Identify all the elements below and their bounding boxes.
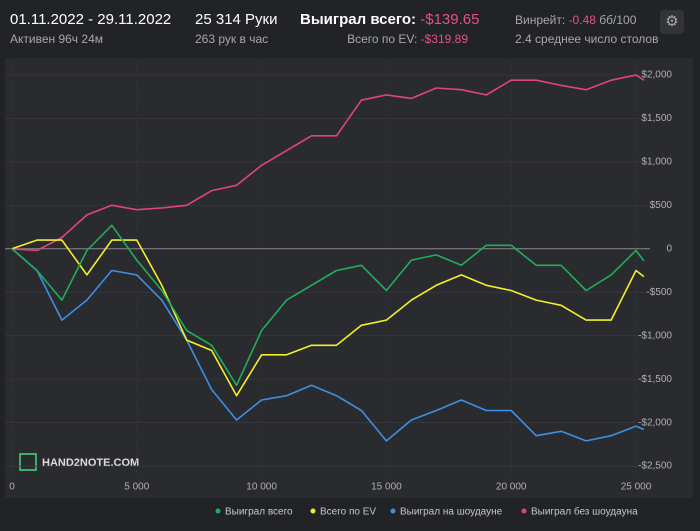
series-line (11, 74, 645, 252)
legend-label: Выиграл на шоудауне (400, 507, 503, 518)
winrate: Винрейт: -0.48 бб/100 (515, 13, 636, 27)
active-time: Активен 96ч 24м (10, 32, 103, 46)
y-tick-label: -$1,500 (638, 374, 672, 385)
unit: бб/100 (599, 13, 637, 27)
x-tick-label: 20 000 (496, 482, 527, 493)
hands-per-hour: 263 рук в час (195, 32, 269, 46)
x-tick-label: 5 000 (124, 482, 149, 493)
plot-background (5, 58, 693, 498)
value: -$139.65 (420, 11, 480, 28)
value: -$319.89 (420, 32, 468, 46)
series-line (11, 224, 645, 387)
logo-icon (19, 453, 37, 471)
y-tick-label: $2,000 (641, 70, 672, 81)
ev-total: Всего по EV: -$319.89 (347, 32, 468, 46)
y-tick-label: $500 (650, 200, 673, 211)
legend-marker (390, 508, 396, 514)
y-tick-label: -$500 (646, 287, 672, 298)
legend-marker (521, 508, 527, 514)
label: Всего по EV: (347, 32, 418, 46)
x-tick-label: 10 000 (246, 482, 277, 493)
legend-marker (215, 508, 221, 514)
series-line (11, 248, 645, 442)
legend-label: Выиграл всего (225, 507, 293, 518)
settings-button[interactable]: ⚙ (660, 10, 684, 34)
y-tick-label: -$2,500 (638, 461, 672, 472)
y-tick-label: $1,000 (641, 157, 672, 168)
period: 01.11.2022 - 29.11.2022 (10, 11, 172, 28)
won-total: Выиграл всего: -$139.65 (300, 11, 479, 28)
hands: 25 314 Руки (195, 11, 278, 28)
legend-label: Выиграл без шоудауна (531, 506, 638, 518)
legend-label: Всего по EV (320, 507, 376, 518)
x-tick-label: 0 (9, 482, 15, 493)
x-tick-label: 25 000 (621, 482, 652, 493)
series-line (11, 239, 645, 397)
label: Винрейт: (515, 13, 566, 27)
watermark: HAND2NOTE.COM (42, 457, 139, 469)
y-tick-label: -$2,000 (638, 417, 672, 428)
tables: 2.4 среднее число столов (515, 32, 659, 46)
y-tick-label: $1,500 (641, 113, 672, 124)
y-tick-label: -$1,000 (638, 330, 672, 341)
y-tick-label: 0 (666, 243, 672, 254)
x-tick-label: 15 000 (371, 482, 402, 493)
legend-marker (310, 508, 316, 514)
value: -0.48 (568, 13, 596, 27)
label: Выиграл всего: (300, 11, 417, 28)
